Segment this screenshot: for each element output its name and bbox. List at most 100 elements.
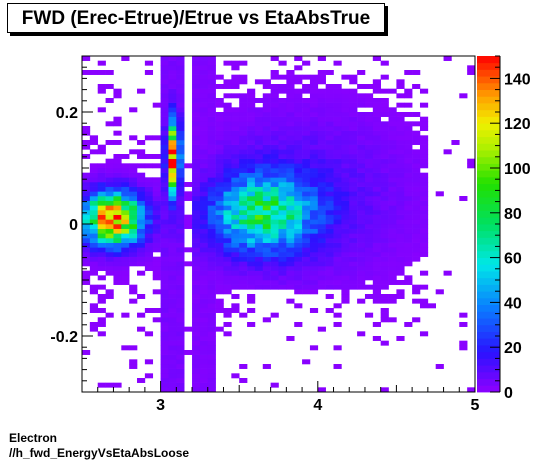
- heatmap-cell: [459, 322, 468, 327]
- color-scale-bin: [477, 150, 500, 158]
- heatmap-cell: [199, 331, 209, 337]
- heatmap-cell: [341, 294, 350, 299]
- heatmap-cell: [317, 154, 326, 159]
- heatmap-cell: [317, 256, 326, 262]
- heatmap-cell: [192, 322, 201, 327]
- heatmap-cell: [199, 200, 209, 206]
- heatmap-cell: [270, 144, 279, 150]
- heatmap-cell: [412, 70, 421, 75]
- heatmap-cell: [207, 378, 216, 383]
- heatmap-cell: [372, 177, 381, 183]
- heatmap-cell: [207, 107, 216, 113]
- heatmap-cell: [192, 93, 201, 99]
- heatmap-cell: [176, 168, 185, 173]
- heatmap-cell: [97, 298, 106, 304]
- heatmap-cell: [341, 214, 350, 220]
- heatmap-cell: [262, 280, 271, 285]
- heatmap-cell: [199, 261, 209, 267]
- heatmap-cell: [396, 256, 405, 262]
- heatmap-cell: [231, 205, 240, 211]
- heatmap-cell: [286, 144, 295, 150]
- heatmap-cell: [278, 205, 287, 211]
- heatmap-cell: [262, 219, 271, 225]
- heatmap-cell: [380, 121, 389, 127]
- heatmap-cell: [176, 336, 185, 341]
- heatmap-cell: [302, 149, 311, 155]
- heatmap-cell: [137, 247, 146, 253]
- heatmap-cell: [215, 219, 224, 225]
- heatmap-cell: [317, 233, 326, 239]
- heatmap-cell: [168, 266, 177, 271]
- heatmap-cell: [168, 350, 177, 355]
- heatmap-cell: [176, 289, 185, 295]
- heatmap-cell: [231, 238, 240, 243]
- heatmap-cell: [89, 210, 99, 215]
- heatmap-cell: [262, 98, 271, 103]
- heatmap-cell: [388, 261, 397, 267]
- heatmap-cell: [168, 252, 177, 257]
- heatmap-cell: [333, 205, 342, 211]
- heatmap-cell: [364, 172, 374, 178]
- heatmap-cell: [333, 60, 342, 66]
- color-scale-bin: [477, 156, 500, 164]
- heatmap-cell: [357, 126, 366, 131]
- heatmap-cell: [137, 270, 146, 276]
- heatmap-cell: [160, 154, 169, 159]
- heatmap-cell: [419, 284, 429, 290]
- heatmap-cell: [160, 196, 169, 201]
- heatmap-cell: [302, 261, 311, 267]
- heatmap-cell: [192, 88, 201, 94]
- heatmap-cell: [113, 93, 122, 99]
- heatmap-cell: [349, 182, 358, 187]
- heatmap-cell: [396, 135, 405, 141]
- heatmap-cell: [325, 168, 334, 173]
- heatmap-cell: [357, 191, 366, 197]
- heatmap-cell: [231, 177, 240, 183]
- heatmap-cell: [357, 186, 366, 192]
- heatmap-cell: [89, 135, 99, 141]
- heatmap-cell: [152, 247, 161, 253]
- heatmap-cell: [325, 252, 334, 257]
- heatmap-cell: [333, 126, 342, 131]
- heatmap-cell: [294, 252, 303, 257]
- heatmap-cell: [270, 224, 279, 229]
- heatmap-cell: [364, 130, 374, 136]
- heatmap-cell: [215, 140, 224, 145]
- heatmap-cell: [207, 126, 216, 131]
- heatmap-cell: [168, 60, 177, 66]
- heatmap-cell: [270, 88, 279, 94]
- heatmap-cell: [364, 177, 374, 183]
- heatmap-cell: [404, 280, 413, 285]
- heatmap-cell: [176, 102, 185, 108]
- heatmap-cell: [380, 214, 389, 220]
- heatmap-cell: [262, 214, 271, 220]
- heatmap-cell: [309, 200, 319, 206]
- heatmap-cell: [317, 172, 326, 178]
- color-scale-bin: [477, 291, 500, 299]
- heatmap-cell: [325, 256, 334, 262]
- color-scale-bin: [477, 190, 500, 198]
- heatmap-cell: [396, 289, 405, 295]
- heatmap-cell: [176, 308, 185, 313]
- heatmap-cell: [286, 191, 295, 197]
- heatmap-cell: [467, 65, 476, 71]
- heatmap-cell: [223, 219, 232, 225]
- heatmap-cell: [152, 177, 161, 183]
- heatmap-cell: [419, 214, 429, 220]
- heatmap-cell: [168, 219, 177, 225]
- heatmap-cell: [294, 130, 303, 136]
- heatmap-cell: [231, 210, 240, 215]
- heatmap-cell: [105, 158, 114, 164]
- heatmap-cell: [412, 298, 421, 304]
- heatmap-cell: [294, 177, 303, 183]
- heatmap-cell: [278, 84, 287, 89]
- heatmap-cell: [459, 196, 468, 201]
- y-tick-label: -0.2: [50, 329, 78, 346]
- heatmap-cell: [152, 233, 161, 239]
- heatmap-cell: [247, 275, 256, 281]
- heatmap-cell: [317, 280, 326, 285]
- heatmap-cell: [247, 126, 256, 131]
- heatmap-cell: [341, 289, 350, 295]
- heatmap-cell: [404, 322, 413, 327]
- heatmap-cell: [113, 196, 122, 201]
